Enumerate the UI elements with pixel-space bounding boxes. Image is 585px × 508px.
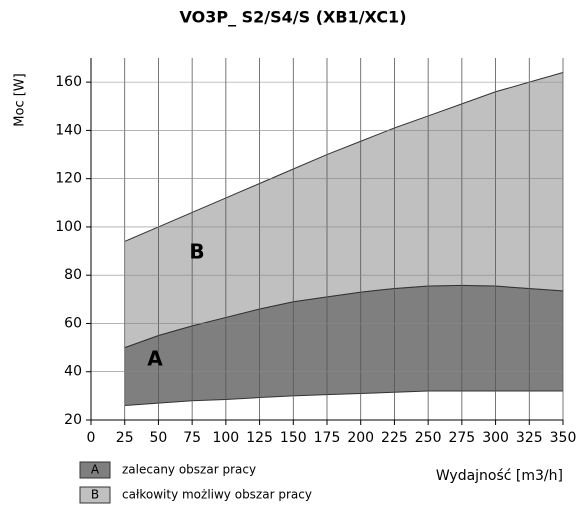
x-tick-label: 75	[183, 430, 201, 446]
x-tick-label: 275	[448, 430, 475, 446]
x-axis-label: Wydajność [m3/h]	[436, 468, 563, 484]
y-tick-label: 40	[64, 364, 82, 380]
legend-swatch	[79, 461, 111, 479]
legend-label: zalecany obszar pracy	[122, 463, 256, 477]
legend-key: B	[91, 488, 99, 502]
x-tick-label: 150	[280, 430, 307, 446]
band-edge	[124, 71, 564, 242]
x-tick-label: 225	[381, 430, 408, 446]
y-tick-label: 120	[55, 171, 82, 187]
legend-label: całkowity możliwy obszar pracy	[122, 488, 312, 502]
band-area	[124, 72, 563, 348]
y-axis-label: Moc [W]	[13, 73, 28, 126]
x-tick-label: 250	[415, 430, 442, 446]
chart-title: VO3P_ S2/S4/S (XB1/XC1)	[180, 8, 407, 27]
y-tick-label: 20	[64, 412, 82, 428]
x-tick-label: 100	[212, 430, 239, 446]
y-tick-label: 80	[64, 267, 82, 283]
y-tick-label: 140	[55, 122, 82, 138]
x-tick-label: 325	[516, 430, 543, 446]
y-tick-label: 60	[64, 315, 82, 331]
x-tick-label: 300	[482, 430, 509, 446]
x-tick-label: 350	[550, 430, 577, 446]
band-edge	[124, 390, 563, 407]
area-label: B	[189, 240, 204, 264]
x-tick-label: 175	[314, 430, 341, 446]
y-tick-label: 100	[55, 219, 82, 235]
x-tick-label: 0	[87, 430, 96, 446]
x-tick-label: 50	[150, 430, 168, 446]
legend-key: A	[91, 463, 100, 477]
x-tick-label: 200	[347, 430, 374, 446]
legend-swatch	[79, 486, 111, 504]
x-tick-label: 25	[116, 430, 134, 446]
band-edge	[124, 284, 564, 349]
y-tick-label: 160	[55, 74, 82, 90]
x-tick-label: 125	[246, 430, 273, 446]
area-label: A	[147, 347, 163, 371]
